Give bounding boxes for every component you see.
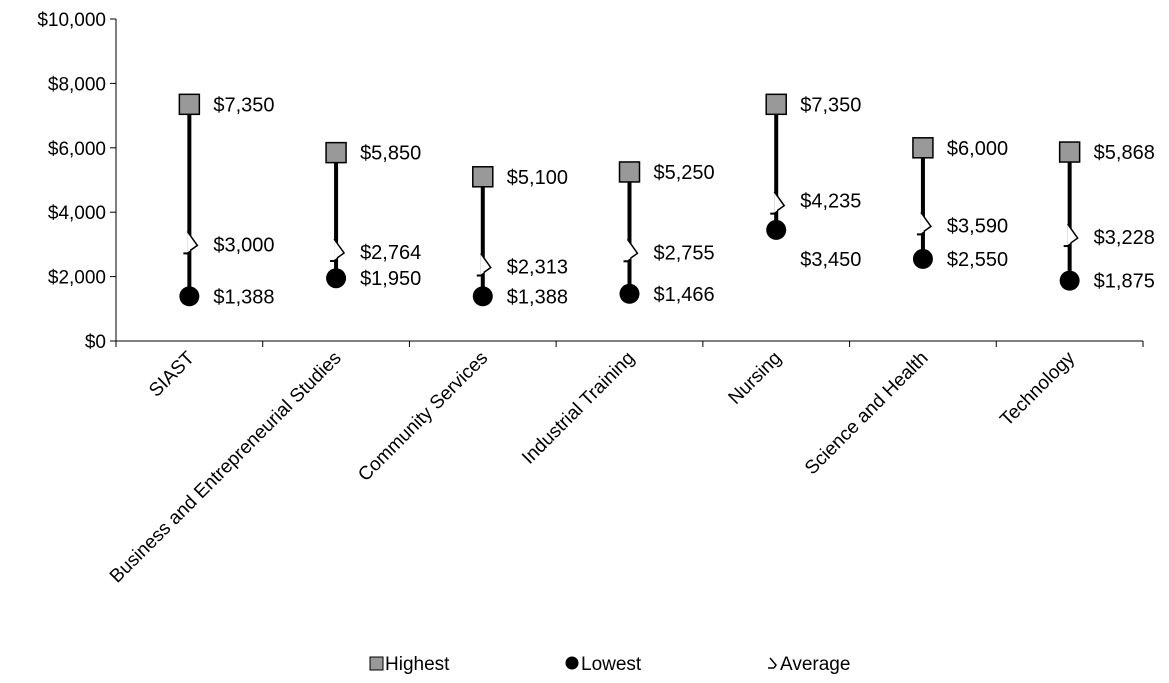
- y-tick-label: $10,000: [37, 10, 106, 31]
- lowest-data-label: $1,950: [360, 268, 421, 290]
- lowest-marker: [1059, 270, 1080, 291]
- average-marker-outline: [626, 238, 639, 259]
- lowest-data-label: $1,875: [1094, 271, 1155, 293]
- category-label: Community Services: [354, 348, 492, 486]
- category-label: Business and Entrepreneurial Studies: [106, 348, 346, 588]
- category-label: Science and Health: [801, 348, 932, 479]
- lowest-data-label: $1,388: [507, 286, 568, 308]
- highest-marker: [765, 93, 787, 116]
- highest-marker: [618, 161, 641, 183]
- average-data-label: $3,590: [947, 215, 1008, 237]
- lowest-data-label: $3,450: [800, 249, 861, 271]
- y-tick-label: $4,000: [48, 203, 106, 224]
- y-tick-label: $0: [85, 332, 106, 353]
- legend-highest-swatch: [369, 656, 384, 671]
- average-data-label: $3,228: [1094, 227, 1155, 249]
- average-data-label: $2,313: [507, 257, 568, 279]
- chart-axes: [115, 19, 1143, 342]
- highest-data-label: $5,850: [360, 143, 421, 165]
- lowest-marker: [472, 286, 493, 307]
- highest-marker: [325, 141, 347, 164]
- y-tick-label: $6,000: [48, 139, 106, 160]
- highest-data-label: $5,868: [1094, 142, 1155, 164]
- legend-average-swatch: [768, 657, 777, 669]
- category-label: Industrial Training: [518, 348, 639, 469]
- highest-marker: [472, 166, 494, 188]
- highest-data-label: $7,350: [800, 94, 861, 116]
- lowest-marker: [912, 248, 933, 269]
- category-label: SIAST: [145, 347, 199, 401]
- category-label: Technology: [996, 347, 1079, 430]
- legend-highest-label: Highest: [385, 654, 450, 675]
- highest-data-label: $5,250: [654, 162, 715, 184]
- highest-data-label: $5,100: [507, 167, 568, 189]
- lowest-marker: [619, 283, 640, 304]
- lowest-data-label: $1,388: [213, 286, 274, 308]
- average-marker-outline: [333, 238, 346, 259]
- data-labels: $7,350 $3,000 $1,388 $5,850 $2,764 $1,950 $5,1…: [213, 94, 1154, 308]
- lowest-data-label: $2,550: [947, 249, 1008, 271]
- x-axis-ticks: [115, 341, 1144, 347]
- category-label: Nursing: [725, 348, 786, 409]
- average-marker-outline: [186, 230, 199, 252]
- lowest-marker: [766, 219, 787, 240]
- average-marker-outline: [1067, 223, 1079, 244]
- highest-data-label: $7,350: [213, 94, 274, 116]
- average-data-label: $2,755: [654, 242, 715, 264]
- data-markers: [178, 93, 1081, 307]
- y-tick-label: $2,000: [48, 268, 106, 289]
- legend-average-label: Average: [780, 654, 850, 675]
- y-tick-label: $8,000: [48, 74, 106, 95]
- lowest-marker: [326, 268, 347, 289]
- average-marker-outline: [920, 211, 932, 233]
- average-data-label: $3,000: [213, 234, 274, 256]
- highest-marker: [1058, 141, 1081, 163]
- average-data-label: $4,235: [800, 191, 861, 213]
- highest-marker: [178, 93, 201, 116]
- average-data-label: $2,764: [360, 242, 421, 264]
- average-marker-outline: [773, 191, 786, 212]
- legend-lowest-label: Lowest: [581, 654, 642, 675]
- highest-data-label: $6,000: [947, 138, 1008, 160]
- average-marker-outline: [480, 253, 492, 274]
- y-axis-ticks: $0 $2,000 $4,000 $6,000 $8,000 $10,000: [37, 10, 116, 353]
- legend-lowest-swatch: [565, 656, 579, 670]
- lowest-marker: [179, 286, 200, 307]
- range-lines: [187, 104, 1072, 297]
- legend: Highest Lowest Average: [369, 654, 850, 675]
- lowest-data-label: $1,466: [654, 284, 715, 306]
- highest-marker: [912, 137, 934, 159]
